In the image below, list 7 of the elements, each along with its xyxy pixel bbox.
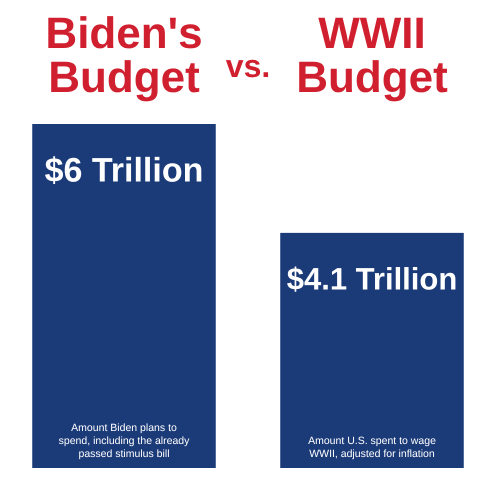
- annotation: Amount U.S. spent to wage WWII, adjusted for inflation: [308, 434, 436, 460]
- text: vs.: [226, 48, 270, 84]
- x-tick-label: Biden's Budget: [45, 9, 203, 102]
- annotation: Amount Biden plans to spend, including the already passed stimulus bill: [58, 422, 190, 460]
- data-label: $4.1 Trillion: [286, 261, 458, 296]
- x-tick-label: WWII Budget: [296, 9, 448, 102]
- data-label: $6 Trillion: [44, 151, 204, 190]
